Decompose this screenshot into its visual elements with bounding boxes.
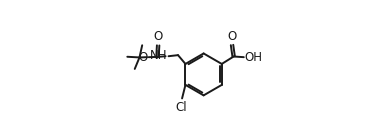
Text: OH: OH bbox=[244, 51, 262, 64]
Text: O: O bbox=[153, 30, 163, 43]
Text: Cl: Cl bbox=[176, 101, 187, 114]
Text: O: O bbox=[227, 30, 237, 43]
Text: O: O bbox=[139, 51, 148, 64]
Text: NH: NH bbox=[150, 49, 167, 62]
